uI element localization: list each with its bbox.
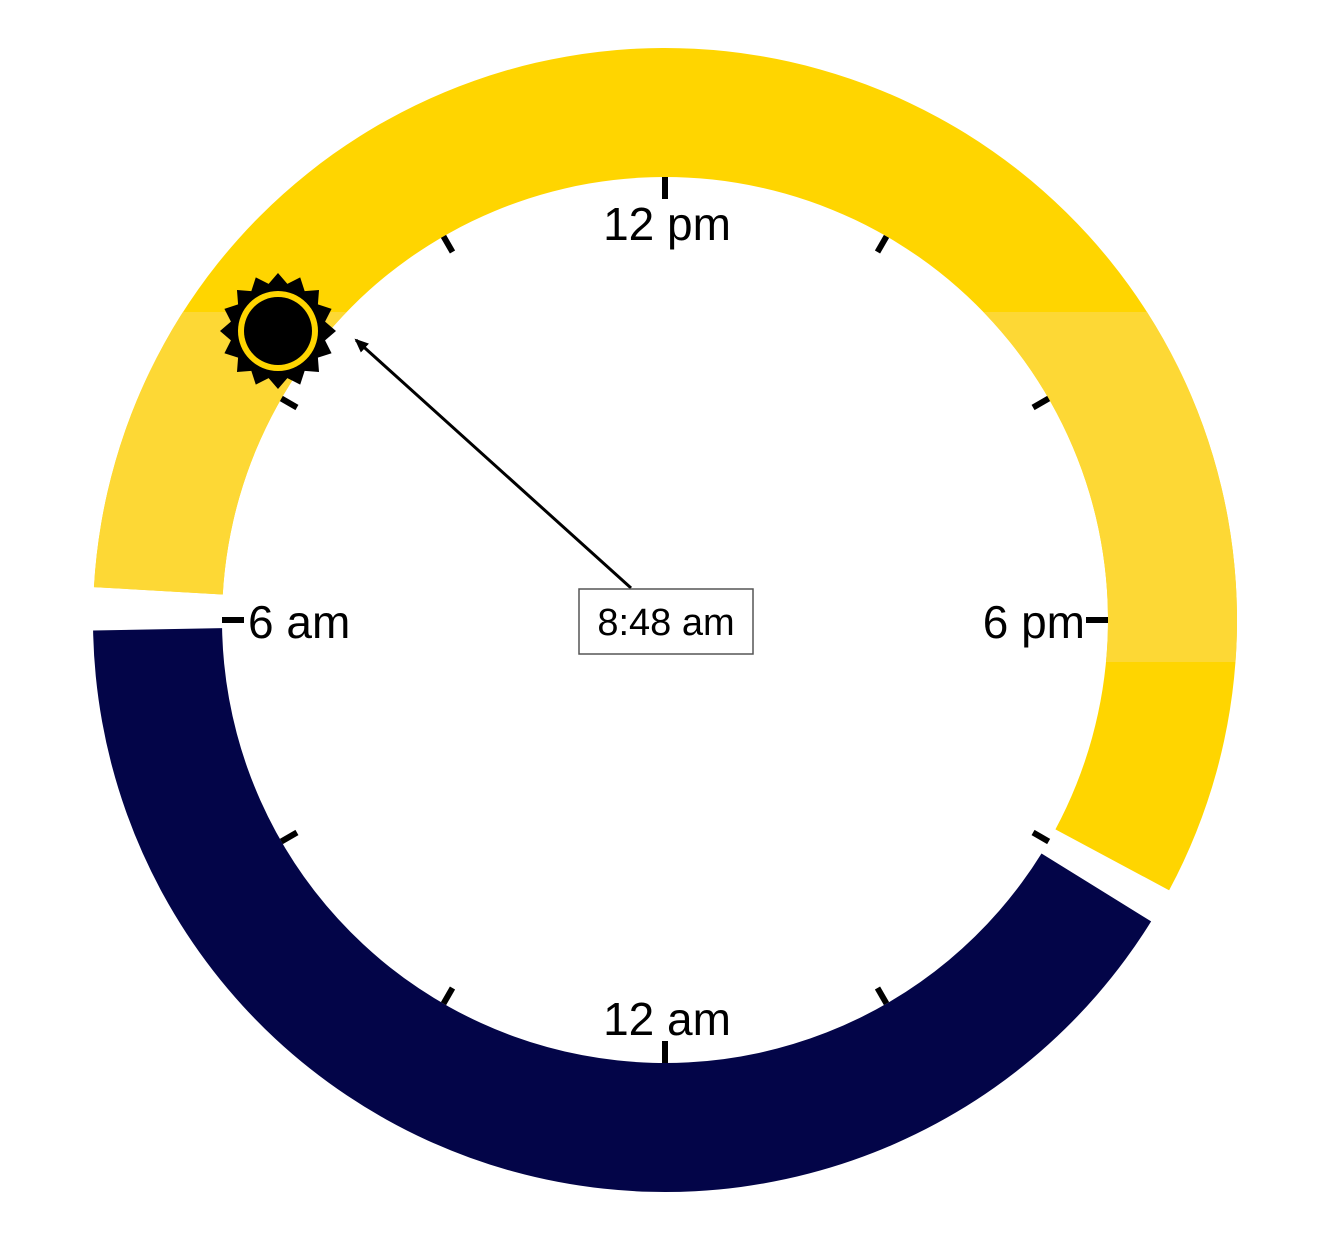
hour-tick [440, 234, 456, 254]
hour-ticks [222, 177, 1108, 1063]
day-night-ring [93, 48, 1237, 1193]
arrow-hand-icon [354, 338, 633, 590]
current-time-label: 8:48 am [597, 602, 734, 644]
time-label-box [578, 588, 754, 655]
label-6pm: 6 pm [983, 596, 1085, 648]
daylight-band-shade [93, 312, 1237, 662]
sun-core [243, 297, 312, 366]
hour-tick [440, 986, 456, 1006]
hour-tick [1031, 829, 1051, 845]
label-6am: 6 am [248, 596, 350, 648]
hour-tick [874, 986, 890, 1006]
hour-tick [279, 395, 299, 411]
sun-icon [219, 273, 336, 390]
hour-tick [874, 234, 890, 254]
label-12am: 12 am [603, 993, 731, 1045]
label-12pm: 12 pm [603, 198, 731, 250]
hour-tick [1031, 395, 1051, 411]
hour-tick [279, 829, 299, 845]
night-band [93, 628, 1152, 1193]
daylight-band [93, 48, 1237, 891]
